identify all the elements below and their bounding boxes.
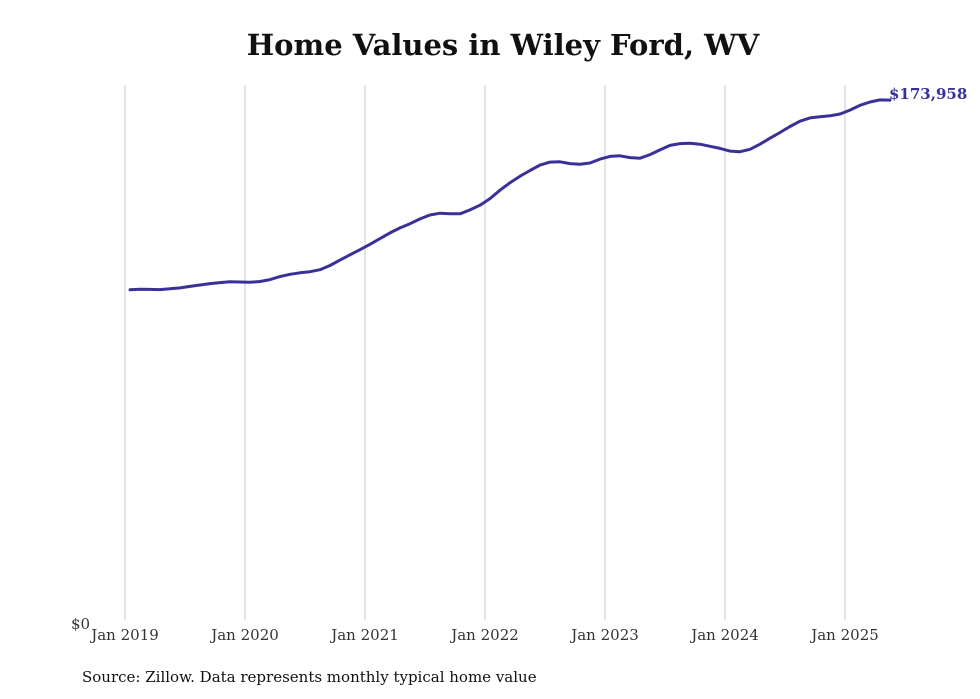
- y-tick-label: $0: [71, 615, 90, 633]
- end-value-label: $173,958: [889, 85, 967, 103]
- x-tick-label: Jan 2022: [449, 626, 519, 644]
- x-tick-label: Jan 2019: [89, 626, 159, 644]
- x-tick-label: Jan 2023: [569, 626, 639, 644]
- chart-title: Home Values in Wiley Ford, WV: [246, 28, 760, 62]
- x-tick-label: Jan 2020: [209, 626, 279, 644]
- x-tick-label: Jan 2025: [809, 626, 879, 644]
- x-tick-label: Jan 2024: [689, 626, 759, 644]
- series-line: [128, 98, 892, 292]
- x-tick-label: Jan 2021: [329, 626, 399, 644]
- source-note: Source: Zillow. Data represents monthly …: [82, 668, 537, 686]
